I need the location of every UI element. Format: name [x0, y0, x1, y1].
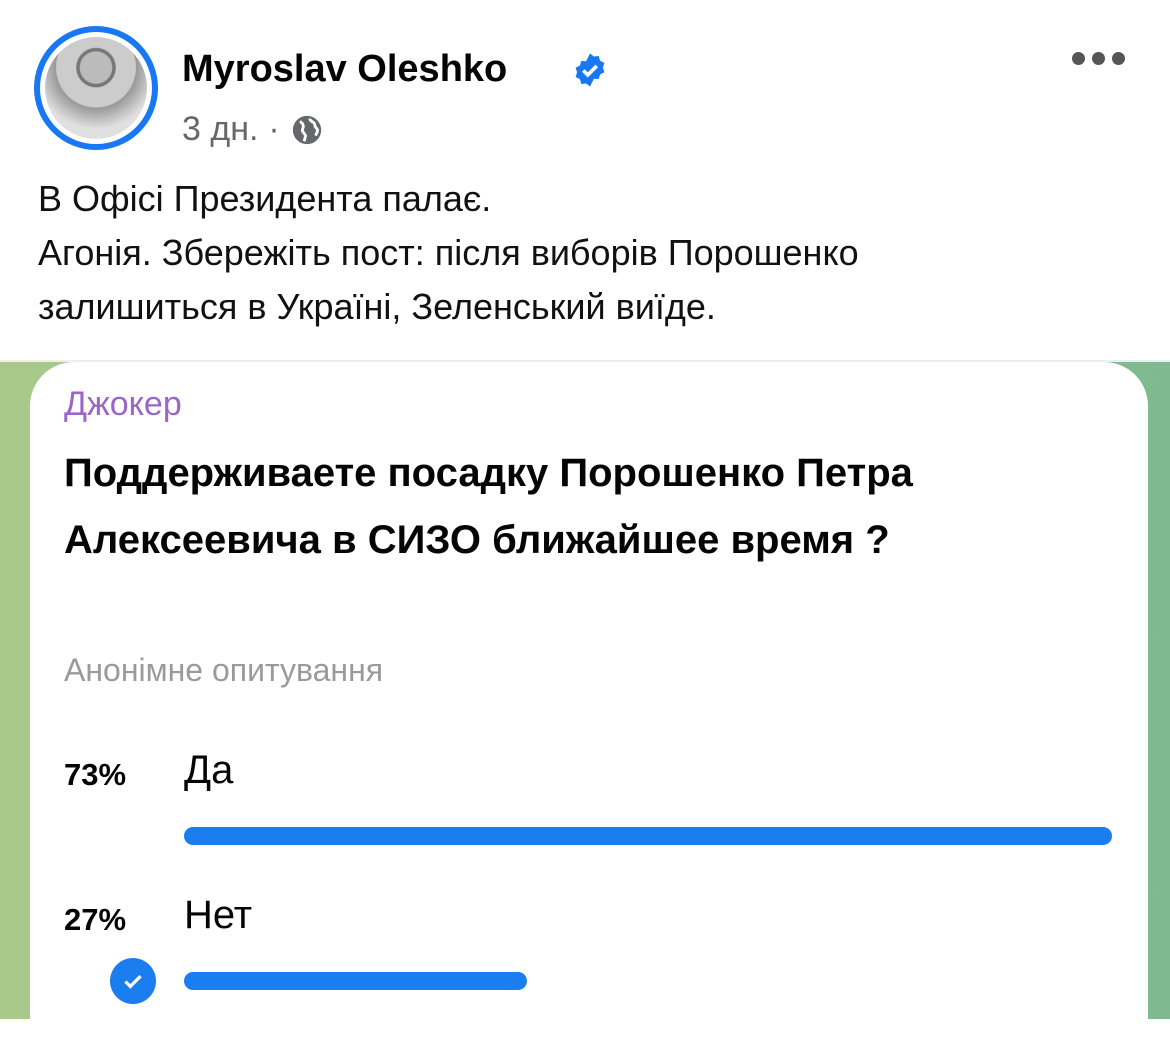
post-line: В Офісі Президента палає.	[38, 178, 492, 219]
avatar-photo	[45, 37, 147, 139]
option-percent: 27%	[64, 902, 127, 937]
poll-question: Поддерживаете посадку Порошенко Петра Ал…	[64, 451, 913, 562]
more-options-button[interactable]	[1072, 52, 1125, 65]
option-bar	[184, 972, 528, 990]
verified-badge-icon	[575, 53, 605, 87]
option-label: Да	[184, 748, 234, 792]
post-text: В Офісі Президента палає. Агонія. Збереж…	[38, 172, 859, 334]
avatar[interactable]	[34, 26, 158, 150]
option-percent: 73%	[64, 757, 127, 792]
post-line: Агонія. Збережіть пост: після виборів По…	[38, 232, 859, 273]
option-label: Нет	[184, 893, 253, 937]
chosen-check-icon	[110, 958, 156, 1004]
globe-icon	[292, 115, 321, 144]
post-line: залишиться в Україні, Зеленський виїде.	[38, 286, 716, 327]
author-name[interactable]: Myroslav Oleshko	[182, 48, 508, 90]
poll-type: Анонімне опитування	[64, 652, 384, 688]
post-meta: 3 дн. ·	[182, 110, 324, 149]
separator: ·	[268, 110, 280, 148]
poll-card	[30, 362, 1148, 1062]
channel-name[interactable]: Джокер	[64, 385, 182, 423]
option-bar	[184, 827, 1112, 845]
post-time[interactable]: 3 дн.	[182, 110, 259, 148]
